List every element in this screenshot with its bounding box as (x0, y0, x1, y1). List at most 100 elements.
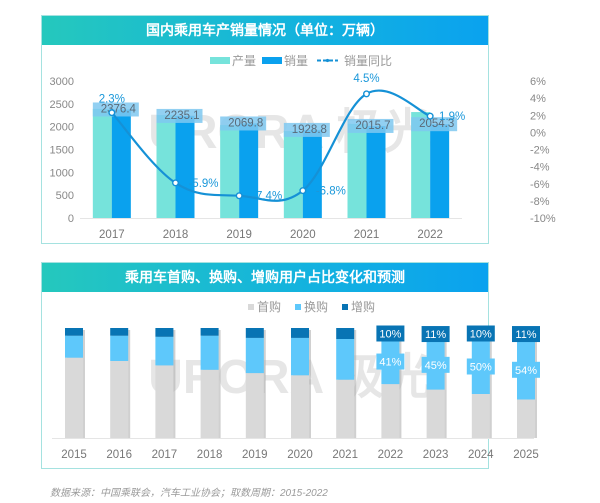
bar-production (156, 115, 176, 218)
legend-label-1: 换购 (304, 299, 328, 314)
bar-segment-0 (426, 389, 445, 438)
bar-segment-0 (336, 379, 355, 438)
legend-swatch-2 (342, 304, 348, 310)
y2-tick-label: 4% (530, 93, 546, 105)
sales-data-label: 2069.8 (228, 117, 263, 129)
y2-tick-label: 0% (530, 127, 546, 139)
sales-label-bg (283, 122, 330, 137)
x-tick-label: 2023 (423, 449, 449, 461)
x-tick-label: 2018 (163, 229, 189, 241)
bar-segment-0 (245, 373, 264, 438)
segment-label-bg (466, 325, 495, 342)
x-tick-label: 2017 (152, 449, 178, 461)
y-tick-label: 1500 (50, 145, 74, 157)
bar-segment-1 (291, 337, 309, 376)
sales-label-bg (92, 102, 139, 117)
legend-label-2: 增购 (351, 299, 375, 314)
x-tick-label: 2019 (242, 449, 268, 461)
legend-swatch-0 (210, 57, 230, 64)
sales-data-label: 2235.1 (164, 110, 199, 122)
yoy-point (426, 112, 434, 120)
y2-tick-label: 6% (530, 76, 546, 88)
yoy-data-label: 1.9% (439, 111, 465, 123)
y-tick-label: 500 (56, 190, 74, 202)
bar-segment-2 (245, 328, 264, 338)
segment-label-bg (466, 358, 495, 375)
y2-tick-label: -2% (530, 145, 550, 157)
sales-data-label: 2015.7 (355, 120, 390, 132)
legend-swatch-0 (248, 304, 254, 310)
legend-label-2: 销量同比 (344, 54, 392, 68)
bar-segment-1 (245, 337, 264, 374)
segment-data-label: 41% (379, 357, 401, 369)
yoy-line (111, 89, 431, 202)
data-source-note: 数据来源：中国乘联会，汽车工业协会；取数周期：2015-2022 (50, 488, 328, 499)
sales-label-bg (347, 118, 394, 133)
bar-production (283, 131, 303, 218)
segment-label-bg (512, 361, 540, 378)
bar-sales (239, 123, 259, 218)
bar-segment-2 (155, 328, 174, 337)
sales-label-bg (220, 116, 267, 131)
bar-production (347, 123, 367, 218)
y-tick-label: 0 (68, 213, 74, 225)
y-tick-label: 2500 (50, 99, 74, 111)
legend-label-0: 首购 (257, 299, 281, 314)
sales-label-bg (156, 108, 203, 123)
bar-production (411, 112, 431, 218)
x-tick-label: 2024 (468, 449, 494, 461)
x-tick-label: 2020 (290, 229, 316, 241)
legend-label-0: 产量 (232, 54, 256, 68)
yoy-point (299, 187, 307, 195)
y2-tick-label: -10% (530, 213, 556, 225)
x-tick-label: 2020 (287, 449, 313, 461)
bar-segment-1 (155, 336, 174, 366)
bar-segment-2 (336, 328, 355, 339)
bar-production (92, 108, 112, 218)
bar-sales (430, 124, 450, 218)
x-tick-label: 2016 (106, 449, 132, 461)
x-tick-label: 2018 (197, 449, 223, 461)
segment-data-label: 11% (515, 329, 536, 341)
segment-label-bg (421, 326, 450, 343)
x-tick-label: 2015 (61, 449, 87, 461)
bar-segment-2 (200, 328, 219, 336)
bar-segment-0 (517, 399, 535, 438)
sales-data-label: 1928.8 (292, 124, 327, 136)
yoy-point (363, 90, 371, 98)
yoy-data-label: 2.3% (99, 94, 125, 106)
bar-segment-1 (200, 335, 219, 370)
segment-label-bg (376, 325, 405, 342)
legend-marker-2 (325, 58, 330, 63)
bar-segment-0 (291, 375, 309, 438)
bar-segment-2 (291, 328, 309, 338)
sales-label-bg (411, 117, 458, 132)
segment-data-label: 10% (379, 329, 401, 341)
bar-sales (366, 125, 386, 218)
yoy-point (108, 109, 116, 117)
sales-data-label: 2054.3 (419, 118, 454, 130)
bar-segment-1 (110, 335, 129, 361)
yoy-point (171, 179, 179, 187)
x-tick-label: 2017 (99, 229, 125, 241)
legend-label-1: 销量 (284, 54, 308, 68)
x-tick-label: 2022 (417, 229, 443, 241)
yoy-point (235, 192, 243, 200)
y2-tick-label: 2% (530, 110, 546, 122)
y-tick-label: 3000 (50, 76, 74, 88)
bar-segment-2 (65, 328, 83, 336)
x-tick-label: 2025 (513, 449, 539, 461)
segment-data-label: 54% (515, 365, 537, 377)
bar-segment-0 (155, 365, 174, 438)
yoy-data-label: -7.4% (252, 191, 282, 203)
segment-data-label: 11% (425, 329, 446, 341)
legend-swatch-1 (295, 304, 301, 310)
x-tick-label: 2021 (332, 449, 358, 461)
bar-segment-0 (110, 361, 129, 438)
y-tick-label: 1000 (50, 167, 74, 179)
bar-sales (111, 109, 131, 218)
y2-tick-label: -6% (530, 179, 550, 191)
yoy-data-label: 4.5% (353, 73, 379, 85)
